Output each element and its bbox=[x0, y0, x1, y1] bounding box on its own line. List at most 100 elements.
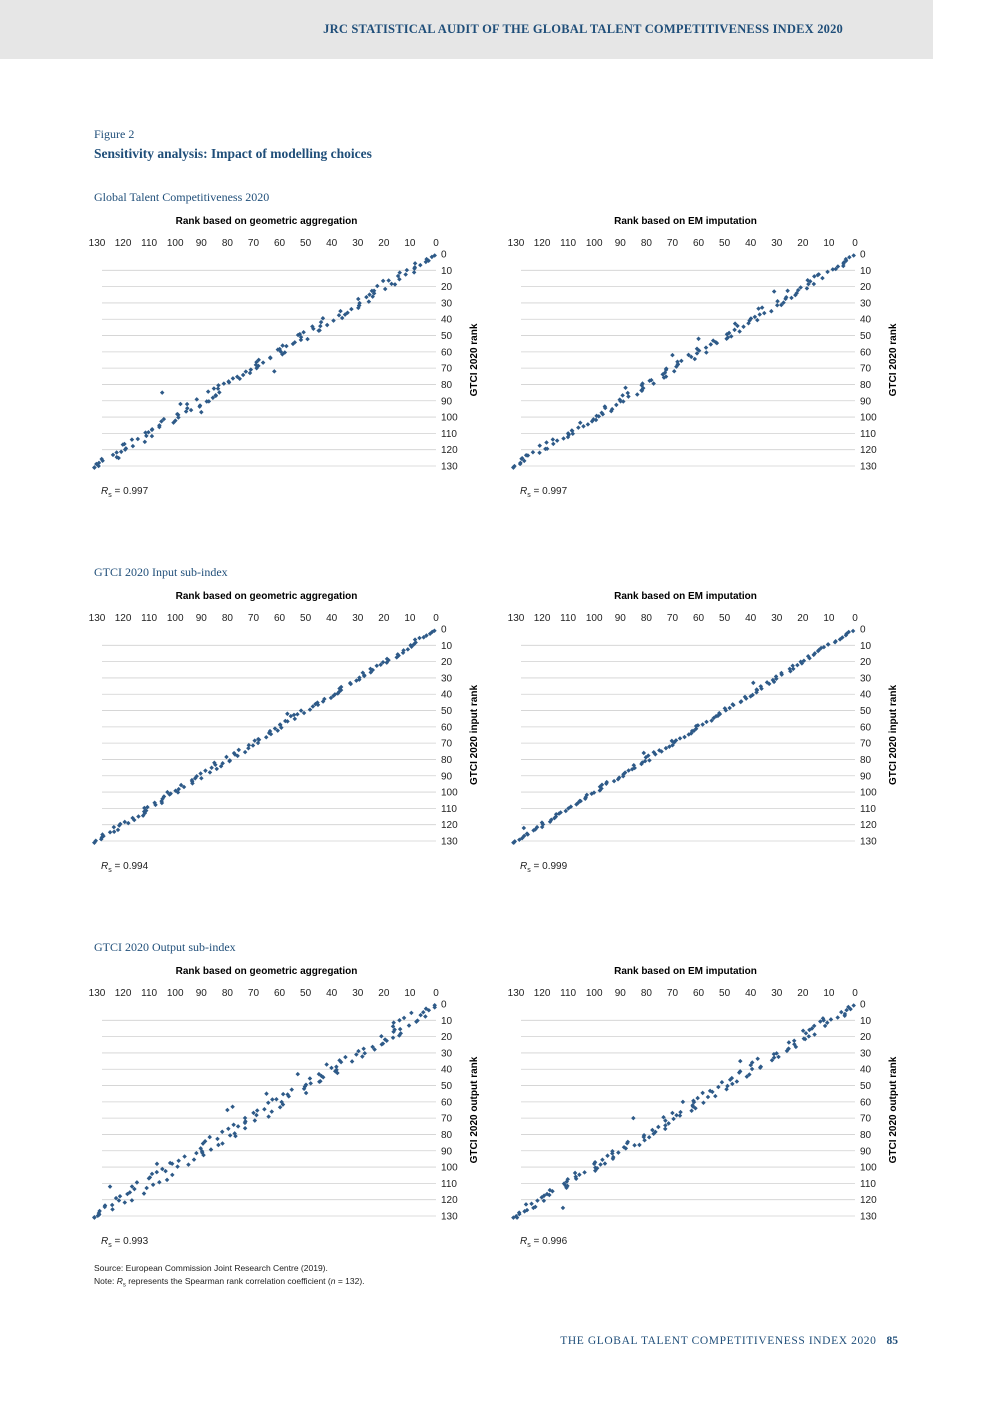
data-point bbox=[397, 1026, 403, 1032]
data-point bbox=[812, 1032, 817, 1037]
data-point bbox=[705, 1094, 711, 1100]
data-point bbox=[537, 443, 543, 448]
data-point bbox=[755, 317, 760, 323]
data-point bbox=[349, 1059, 355, 1064]
x-tick-label: 90 bbox=[615, 613, 627, 624]
y-tick-label: 50 bbox=[860, 706, 872, 717]
running-header: JRC STATISTICAL AUDIT OF THE GLOBAL TALE… bbox=[323, 22, 843, 36]
rs-label: Rs = 0.997 bbox=[520, 486, 568, 499]
data-point bbox=[759, 686, 764, 691]
data-point bbox=[784, 1048, 790, 1054]
data-point bbox=[207, 770, 213, 775]
data-point bbox=[412, 261, 418, 266]
x-tick-label: 110 bbox=[560, 988, 576, 999]
data-point bbox=[280, 1102, 286, 1107]
chart-title: Rank based on EM imputation bbox=[614, 966, 757, 977]
data-point bbox=[582, 1170, 587, 1175]
y-tick-label: 110 bbox=[441, 804, 457, 815]
data-point bbox=[274, 1097, 279, 1102]
y-tick-label: 0 bbox=[441, 1000, 447, 1011]
data-point bbox=[659, 749, 664, 754]
data-point bbox=[800, 1028, 806, 1034]
data-point bbox=[759, 305, 765, 310]
y-tick-label: 0 bbox=[441, 625, 447, 636]
data-point bbox=[771, 289, 777, 294]
data-point bbox=[611, 778, 617, 784]
data-point bbox=[576, 425, 581, 430]
y-tick-label: 130 bbox=[441, 462, 458, 473]
y-tick-label: 50 bbox=[441, 706, 453, 717]
data-point bbox=[199, 409, 204, 415]
y-tick-label: 90 bbox=[441, 396, 453, 407]
data-point bbox=[116, 455, 121, 461]
data-point bbox=[620, 393, 625, 398]
data-point bbox=[114, 450, 119, 455]
y-tick-label: 120 bbox=[441, 820, 458, 831]
x-tick-label: 120 bbox=[534, 613, 551, 624]
data-point bbox=[807, 279, 813, 284]
data-point bbox=[268, 731, 274, 737]
y-tick-label: 120 bbox=[441, 1195, 458, 1206]
data-point bbox=[830, 267, 836, 272]
y-tick-label: 100 bbox=[860, 413, 877, 424]
y-tick-label: 20 bbox=[441, 1032, 453, 1043]
data-point bbox=[677, 736, 683, 741]
y-tick-label: 80 bbox=[860, 380, 872, 391]
data-point bbox=[225, 1107, 230, 1113]
x-tick-label: 100 bbox=[167, 613, 184, 624]
x-tick-label: 90 bbox=[196, 613, 208, 624]
data-point bbox=[570, 431, 576, 436]
data-point bbox=[242, 1120, 248, 1126]
data-point bbox=[626, 768, 631, 773]
data-point bbox=[262, 1106, 267, 1112]
chart-title: Rank based on EM imputation bbox=[614, 591, 757, 602]
data-point bbox=[226, 1126, 231, 1132]
data-point bbox=[292, 716, 298, 722]
x-tick-label: 80 bbox=[222, 238, 234, 249]
spearman-note: Note: Rs represents the Spearman rank co… bbox=[94, 1276, 365, 1289]
data-point bbox=[786, 1040, 792, 1045]
data-point bbox=[175, 1164, 180, 1169]
x-tick-label: 30 bbox=[771, 988, 783, 999]
data-point bbox=[788, 668, 793, 674]
y-tick-label: 50 bbox=[860, 1081, 872, 1092]
data-point bbox=[825, 269, 830, 275]
section-title-input: GTCI 2020 Input sub-index bbox=[94, 565, 228, 579]
data-point bbox=[642, 1137, 647, 1143]
data-point bbox=[732, 321, 738, 326]
y-tick-label: 50 bbox=[441, 1081, 453, 1092]
data-point bbox=[635, 392, 640, 397]
data-point bbox=[561, 436, 566, 441]
y-tick-label: 70 bbox=[441, 364, 453, 375]
x-tick-label: 100 bbox=[586, 988, 603, 999]
y-tick-label: 130 bbox=[441, 1212, 458, 1223]
data-point bbox=[713, 1093, 718, 1099]
data-point bbox=[835, 1015, 840, 1020]
data-point bbox=[277, 1105, 283, 1110]
data-point bbox=[303, 1090, 309, 1096]
data-point bbox=[793, 292, 798, 298]
x-tick-label: 130 bbox=[89, 613, 106, 624]
data-point bbox=[795, 662, 800, 668]
data-point bbox=[170, 1172, 175, 1178]
data-point bbox=[136, 814, 141, 819]
data-point bbox=[141, 1191, 147, 1196]
data-point bbox=[602, 1161, 608, 1166]
data-point bbox=[737, 1058, 743, 1064]
x-tick-label: 10 bbox=[823, 988, 835, 999]
section-title-gtci: Global Talent Competitiveness 2020 bbox=[94, 190, 270, 204]
y-tick-label: 10 bbox=[860, 1016, 872, 1027]
data-point bbox=[679, 358, 684, 364]
data-point bbox=[374, 663, 380, 669]
data-point bbox=[851, 253, 856, 258]
x-tick-label: 130 bbox=[89, 238, 106, 249]
x-tick-label: 20 bbox=[378, 238, 390, 249]
data-point bbox=[850, 628, 856, 634]
y-tick-label: 130 bbox=[441, 837, 458, 848]
data-point bbox=[790, 663, 795, 669]
data-point bbox=[268, 355, 273, 361]
data-point bbox=[523, 453, 529, 458]
y-tick-label: 20 bbox=[441, 657, 453, 668]
y-tick-label: 80 bbox=[441, 755, 453, 766]
x-tick-label: 70 bbox=[667, 613, 679, 624]
